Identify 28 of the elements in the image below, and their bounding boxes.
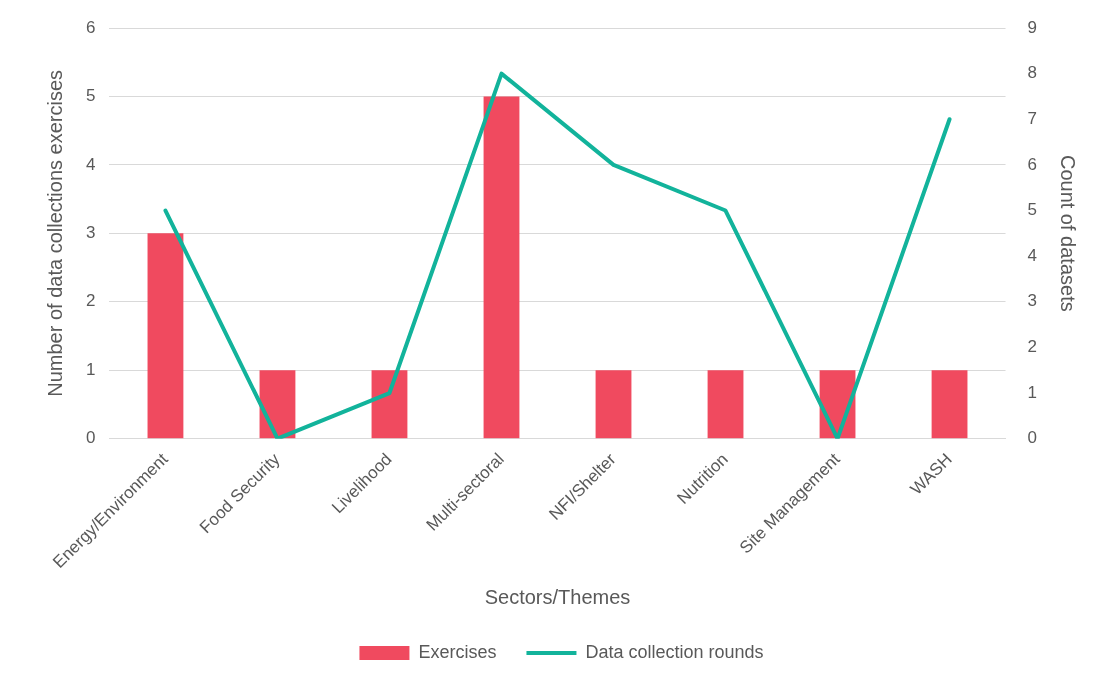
y-tick-label: 1 bbox=[85, 359, 96, 379]
bar bbox=[147, 233, 184, 439]
y-tick-label: 0 bbox=[85, 428, 96, 448]
y2-tick-label: 2 bbox=[1027, 337, 1038, 357]
y2-tick-label: 8 bbox=[1027, 63, 1038, 83]
y2-tick-label: 9 bbox=[1027, 17, 1038, 37]
bar bbox=[595, 370, 632, 439]
legend-label: Exercises bbox=[418, 641, 497, 662]
bar bbox=[483, 96, 520, 439]
y2-tick-label: 7 bbox=[1027, 108, 1038, 128]
x-axis-title: Sectors/Themes bbox=[484, 585, 631, 608]
y2-tick-label: 4 bbox=[1027, 245, 1038, 265]
y-tick-label: 4 bbox=[85, 154, 96, 174]
y-tick-label: 6 bbox=[85, 17, 96, 37]
y-axis-title: Number of data collections exercises bbox=[43, 69, 66, 397]
y2-tick-label: 3 bbox=[1027, 291, 1038, 311]
y2-tick-label: 0 bbox=[1027, 428, 1038, 448]
y2-tick-label: 5 bbox=[1027, 200, 1038, 220]
y2-tick-label: 6 bbox=[1027, 154, 1038, 174]
y-tick-label: 5 bbox=[85, 86, 96, 106]
bar bbox=[707, 370, 744, 439]
y2-axis-title: Count of datasets bbox=[1057, 154, 1080, 312]
bar bbox=[371, 370, 408, 439]
bar bbox=[931, 370, 968, 439]
y2-tick-label: 1 bbox=[1027, 382, 1038, 402]
y-tick-label: 3 bbox=[85, 223, 96, 243]
y-tick-label: 2 bbox=[85, 291, 96, 311]
legend-label: Data collection rounds bbox=[585, 641, 764, 662]
